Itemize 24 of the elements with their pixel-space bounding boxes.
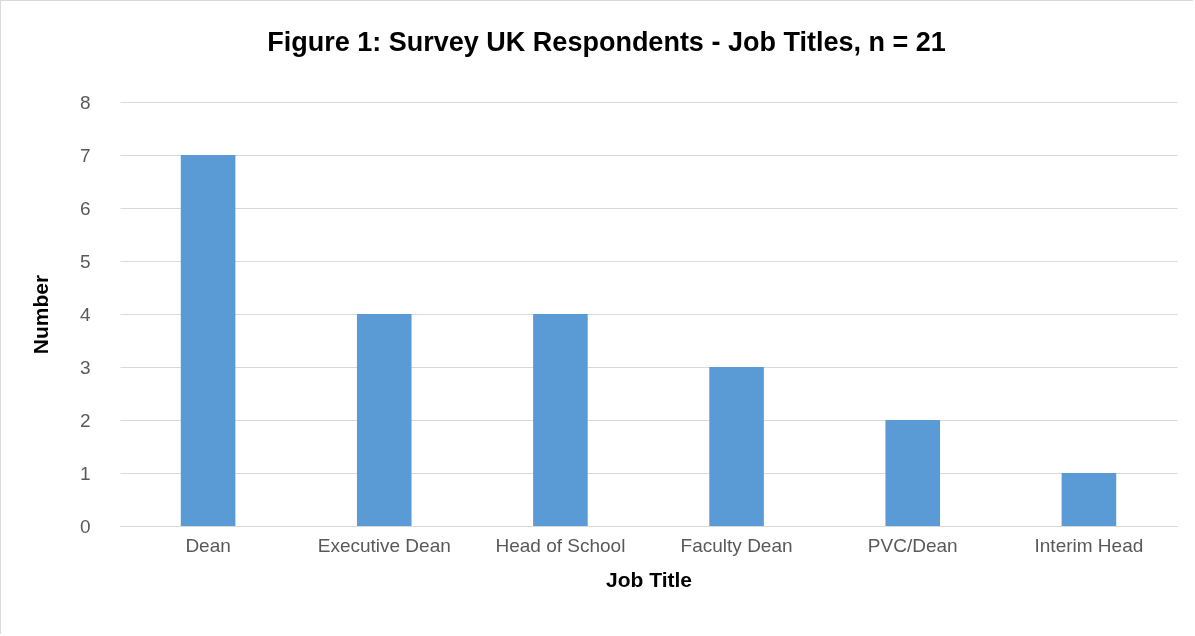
bar: [1061, 473, 1117, 526]
y-tick-label: 6: [79, 197, 91, 219]
x-tick-label: Interim Head: [1034, 534, 1144, 556]
chart-title: Figure 1: Survey UK Respondents - Job Titles, n = 21: [267, 27, 946, 57]
y-axis-title: Number: [28, 274, 52, 355]
y-tick-label: 7: [79, 144, 91, 166]
bar: [180, 155, 236, 526]
y-tick-label: 3: [79, 356, 91, 378]
x-tick-label: Dean: [185, 534, 231, 556]
y-tick-label: 1: [79, 462, 91, 484]
y-tick-label: 0: [79, 515, 91, 537]
y-tick-label: 8: [79, 91, 91, 113]
bar: [356, 314, 412, 526]
x-tick-label: Faculty Dean: [680, 534, 793, 556]
y-tick-label: 2: [79, 409, 91, 431]
bar: [533, 314, 588, 526]
x-tick-label: Head of School: [495, 534, 626, 556]
x-tick-label: Executive Dean: [317, 534, 451, 556]
x-axis-title: Job Title: [606, 567, 692, 591]
y-tick-label: 4: [79, 303, 91, 325]
bar: [885, 420, 941, 526]
x-tick-label: PVC/Dean: [867, 534, 958, 556]
y-tick-label: 5: [79, 250, 91, 272]
bar: [709, 367, 764, 526]
